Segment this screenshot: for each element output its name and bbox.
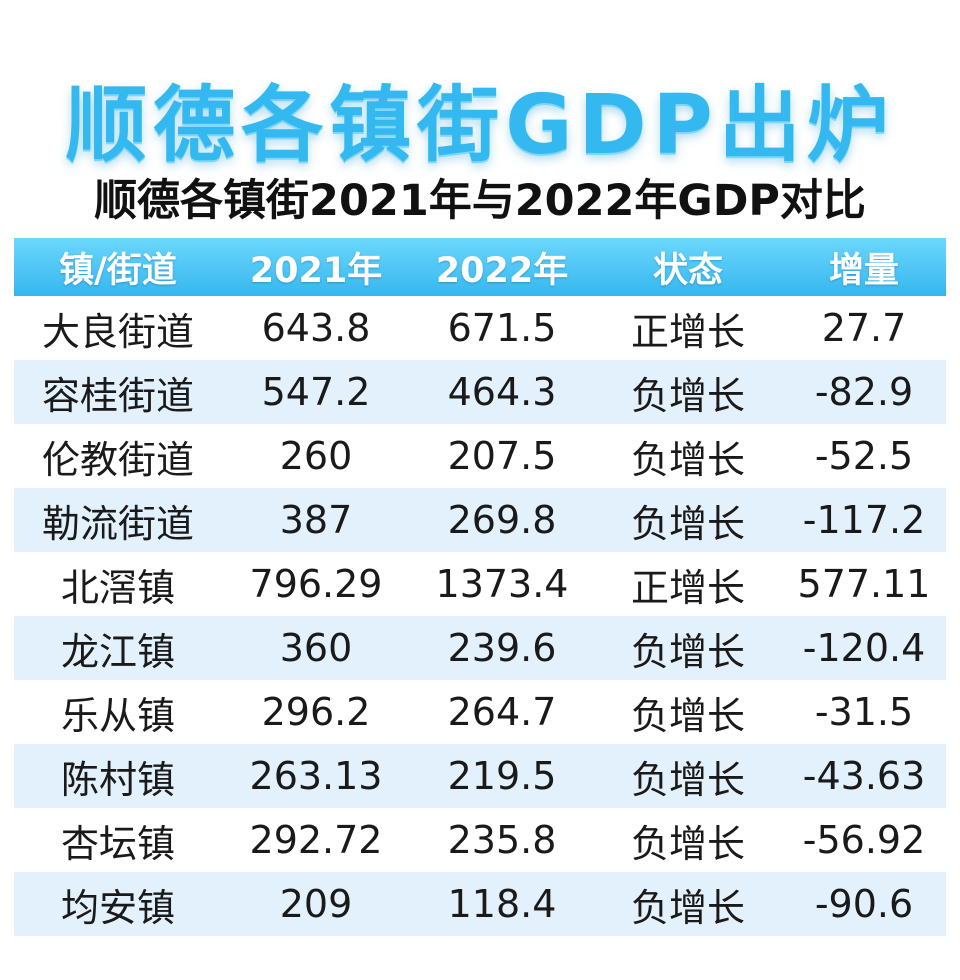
table-row: 大良街道 643.8 671.5 正增长 27.7	[14, 296, 946, 360]
table-row: 龙江镇 360 239.6 负增长 -120.4	[14, 616, 946, 680]
cell-2021: 292.72	[249, 818, 383, 862]
cell-status: 正增长	[630, 565, 745, 610]
cell-status: 负增长	[630, 437, 745, 482]
cell-name: 杏坛镇	[60, 821, 175, 866]
cell-change: -43.63	[802, 754, 926, 798]
cell-name: 陈村镇	[60, 757, 175, 802]
cell-name: 大良街道	[41, 309, 194, 354]
cell-name: 龙江镇	[60, 629, 175, 674]
cell-change: -31.5	[814, 690, 914, 734]
sub-title: 顺德各镇街2021年与2022年GDP对比	[94, 176, 866, 226]
cell-2022: 1373.4	[435, 562, 569, 606]
cell-2022: 219.5	[447, 754, 557, 798]
cell-2022: 118.4	[447, 882, 557, 926]
cell-status: 正增长	[630, 309, 745, 354]
cell-2022: 269.8	[447, 498, 557, 542]
cell-change: -90.6	[814, 882, 914, 926]
header-status: 状态	[652, 250, 723, 291]
cell-status: 负增长	[630, 821, 745, 866]
cell-2021: 643.8	[261, 306, 371, 350]
cell-name: 均安镇	[60, 885, 175, 930]
table-row: 伦教街道 260 207.5 负增长 -52.5	[14, 424, 946, 488]
cell-2022: 671.5	[447, 306, 557, 350]
cell-change: -82.9	[814, 370, 914, 414]
cell-2022: 464.3	[447, 370, 557, 414]
cell-2021: 296.2	[261, 690, 371, 734]
table-row: 乐从镇 296.2 264.7 负增长 -31.5	[14, 680, 946, 744]
table-body: 大良街道 643.8 671.5 正增长 27.7 容桂街道 547.2 464.3 负增长 -8…	[14, 296, 946, 936]
cell-change: -52.5	[814, 434, 914, 478]
header-name: 镇/街道	[59, 250, 177, 291]
table-row: 陈村镇 263.13 219.5 负增长 -43.63	[14, 744, 946, 808]
header-change: 增量	[828, 250, 899, 291]
cell-change: -117.2	[802, 498, 926, 542]
cell-name: 勒流街道	[41, 501, 194, 546]
cell-change: -56.92	[802, 818, 926, 862]
header-row: 镇/街道 2021年 2022年 状态 增量	[14, 238, 946, 296]
table-row: 北滘镇 796.29 1373.4 正增长 577.11	[14, 552, 946, 616]
cell-name: 伦教街道	[41, 437, 194, 482]
cell-change: -120.4	[802, 626, 926, 670]
table-row: 勒流街道 387 269.8 负增长 -117.2	[14, 488, 946, 552]
main-title: 顺德各镇街GDP出炉	[65, 78, 895, 173]
cell-status: 负增长	[630, 757, 745, 802]
table-row: 均安镇 209 118.4 负增长 -90.6	[14, 872, 946, 936]
cell-status: 负增长	[630, 629, 745, 674]
cell-status: 负增长	[630, 693, 745, 738]
cell-2022: 239.6	[447, 626, 557, 670]
cell-change: 27.7	[821, 306, 907, 350]
cell-2022: 207.5	[447, 434, 557, 478]
gdp-table: 镇/街道 2021年 2022年 状态 增量 大良街道 643.8 671.5 正增长…	[14, 238, 946, 936]
cell-name: 乐从镇	[60, 693, 175, 738]
table-row: 容桂街道 547.2 464.3 负增长 -82.9	[14, 360, 946, 424]
cell-name: 北滘镇	[60, 565, 175, 610]
cell-2021: 547.2	[261, 370, 371, 414]
cell-status: 负增长	[630, 501, 745, 546]
cell-2021: 260	[279, 434, 353, 478]
table-header: 镇/街道 2021年 2022年 状态 增量	[14, 238, 946, 296]
cell-2021: 209	[279, 882, 353, 926]
table-row: 杏坛镇 292.72 235.8 负增长 -56.92	[14, 808, 946, 872]
cell-2022: 235.8	[447, 818, 557, 862]
cell-change: 577.11	[797, 562, 931, 606]
cell-2021: 263.13	[249, 754, 383, 798]
cell-status: 负增长	[630, 373, 745, 418]
cell-name: 容桂街道	[41, 373, 194, 418]
header-2021: 2021年	[249, 250, 383, 291]
cell-2021: 387	[279, 498, 353, 542]
header-2022: 2022年	[435, 250, 569, 291]
cell-2021: 360	[279, 626, 353, 670]
cell-2021: 796.29	[249, 562, 383, 606]
cell-status: 负增长	[630, 885, 745, 930]
cell-2022: 264.7	[447, 690, 557, 734]
